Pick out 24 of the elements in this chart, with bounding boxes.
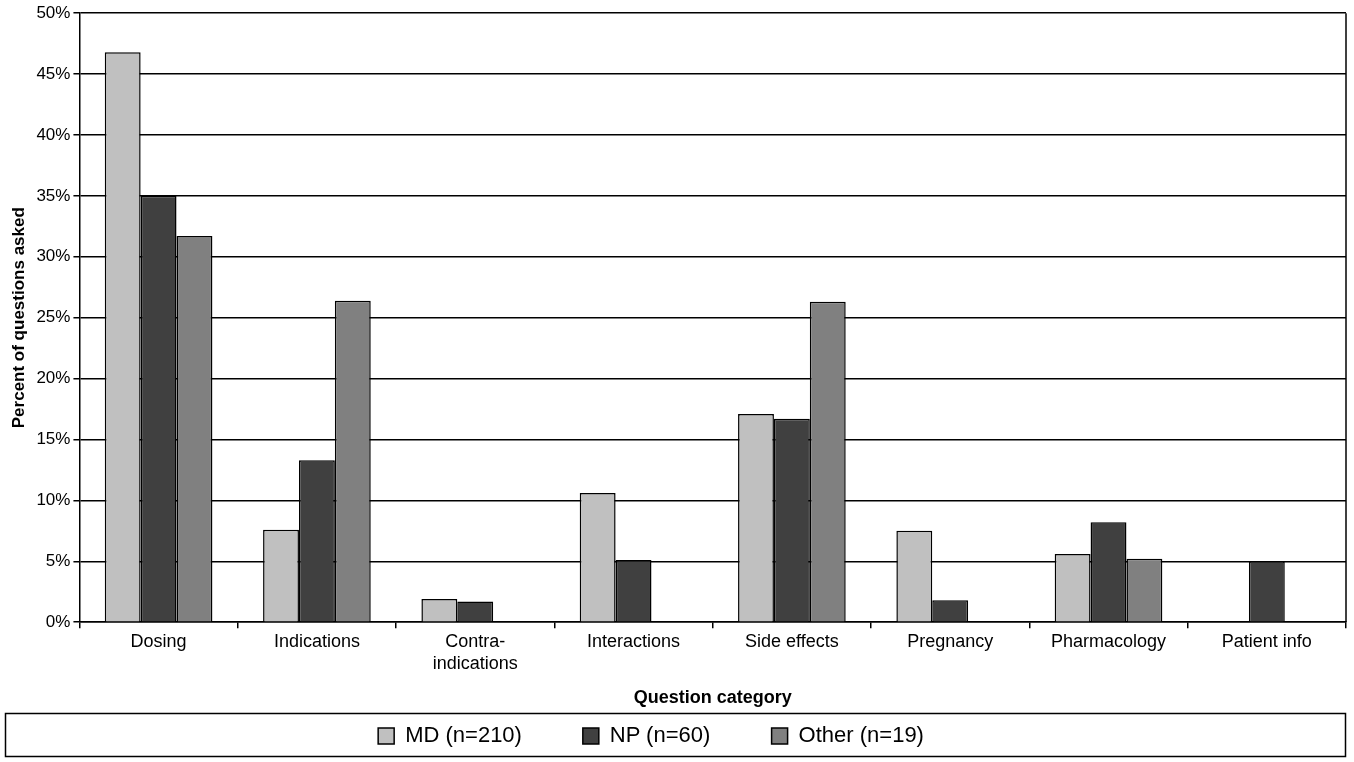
y-tick-label: 15%	[36, 429, 71, 449]
x-tick-label: Pharmacology	[1050, 630, 1167, 651]
x-tick-label: Contra-indications	[432, 630, 518, 673]
legend-label: NP (n=60)	[609, 722, 760, 748]
y-tick-label: 25%	[36, 307, 71, 327]
x-tick-label: Dosing	[130, 630, 187, 651]
y-tick-label: 35%	[36, 185, 71, 205]
x-axis-title: Question category	[633, 687, 792, 708]
y-tick-label: 45%	[36, 63, 71, 83]
x-tick-label: Pregnancy	[907, 630, 994, 651]
legend-label: MD (n=210)	[405, 722, 571, 748]
y-axis-title: Percent of questions asked	[8, 207, 28, 429]
y-tick-label: 5%	[45, 550, 71, 570]
x-tick-label: Side effects	[745, 630, 839, 651]
y-tick-label: 0%	[45, 611, 71, 631]
y-tick-label: 20%	[36, 368, 71, 388]
y-tick-label: 10%	[36, 490, 71, 510]
legend-label: Other (n=19)	[798, 722, 973, 748]
y-tick-label: 40%	[36, 124, 71, 144]
y-tick-label: 50%	[36, 2, 71, 22]
x-tick-label: Interactions	[587, 630, 681, 651]
y-tick-label: 30%	[36, 246, 71, 266]
x-tick-label: Patient info	[1221, 630, 1312, 651]
x-tick-label: Indications	[273, 630, 360, 651]
